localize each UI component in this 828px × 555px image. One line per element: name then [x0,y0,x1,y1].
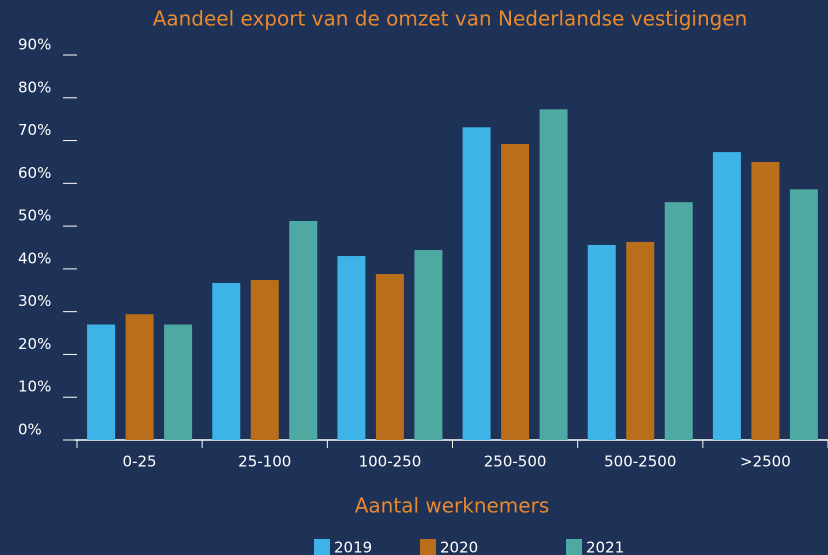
x-tick-label: >2500 [740,453,791,471]
bar [587,244,616,440]
bar [789,189,818,440]
bar [337,256,366,440]
x-tick-label: 0-25 [123,453,157,471]
y-tick-label: 70% [18,121,51,139]
bar [87,324,116,440]
bar [164,324,193,440]
bar [712,152,741,440]
legend-label: 2020 [440,539,478,555]
bar [414,250,443,440]
bar [501,143,530,440]
legend-swatch [566,539,582,555]
y-tick-label: 80% [18,78,51,96]
y-tick-label: 90% [18,36,51,54]
bar [375,274,404,440]
x-tick-label: 500-2500 [604,453,676,471]
y-tick-label: 20% [18,335,51,353]
bar [751,161,780,440]
x-tick-label: 250-500 [484,453,547,471]
bar [212,283,241,440]
y-tick-label: 40% [18,249,51,267]
legend-label: 2019 [334,539,372,555]
bar [539,109,568,441]
bar [664,202,693,440]
y-tick-label: 30% [18,292,51,310]
y-tick-label: 0% [18,421,42,439]
bar [626,241,655,440]
y-tick-label: 60% [18,164,51,182]
x-tick-label: 100-250 [359,453,422,471]
bar [289,220,318,440]
x-tick-label: 25-100 [238,453,291,471]
legend-swatch [314,539,330,555]
legend-swatch [420,539,436,555]
bar [250,280,279,440]
y-tick-label: 10% [18,378,51,396]
bar [125,314,154,440]
bar [462,127,491,441]
legend-label: 2021 [586,539,624,555]
y-tick-label: 50% [18,207,51,225]
chart-title: Aandeel export van de omzet van Nederlan… [153,7,748,31]
x-axis-label: Aantal werknemers [355,494,550,518]
